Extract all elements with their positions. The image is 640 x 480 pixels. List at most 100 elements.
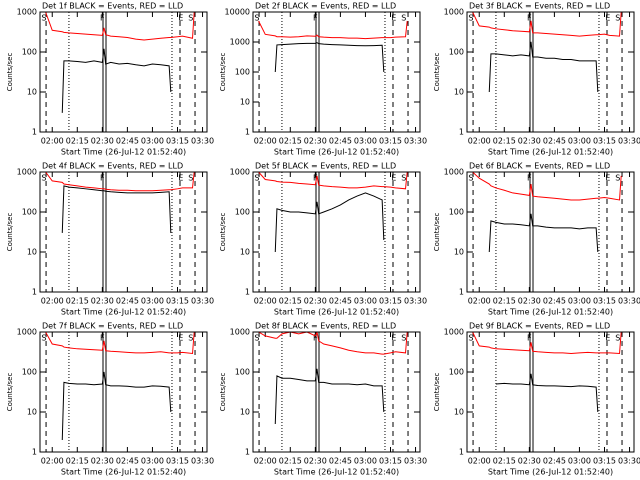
annotation: S [468, 334, 473, 343]
y-tick-label: 1 [32, 448, 37, 457]
x-tick-label: 02:00 [468, 137, 491, 146]
chart-title: Det 1f BLACK = Events, RED = LLD [42, 2, 183, 11]
y-tick-label: 100 [449, 368, 464, 377]
y-tick-label: 10 [454, 88, 464, 97]
x-axis-label: Start Time (26-Jul-12 01:52:40) [274, 308, 399, 317]
x-tick-label: 03:15 [379, 137, 402, 146]
y-tick-label: 1000 [17, 328, 37, 337]
data-line [258, 332, 408, 355]
x-tick-label: 03:30 [618, 457, 640, 466]
x-axis-label: Start Time (26-Jul-12 01:52:40) [274, 148, 399, 157]
x-tick-label: 03:30 [618, 297, 640, 306]
y-tick-label: 100 [22, 368, 37, 377]
plot-frame [39, 171, 208, 293]
chart-title: Det 8f BLACK = Events, RED = LLD [255, 322, 396, 331]
chart-title: Det 7f BLACK = Events, RED = LLD [42, 322, 183, 331]
annotation: F [313, 174, 318, 183]
x-tick-label: 02:45 [543, 297, 566, 306]
annotation: S [254, 334, 259, 343]
data-line [61, 48, 172, 113]
annotation: S [615, 174, 620, 183]
x-tick-label: 03:00 [354, 297, 377, 306]
plot-frame [39, 11, 208, 133]
x-tick-label: 03:15 [166, 297, 189, 306]
annotation: S [41, 174, 46, 183]
y-axis-label: Counts/sec [433, 213, 441, 252]
x-tick-label: 02:00 [41, 457, 64, 466]
plot-frame [466, 11, 635, 133]
y-tick-label: 1 [245, 288, 250, 297]
annotation: S [468, 174, 473, 183]
y-axis-label: Counts/sec [433, 373, 441, 412]
panel: Det 9f BLACK = Events, RED = LLD Start Ti… [433, 322, 640, 477]
x-tick-label: 02:45 [329, 137, 352, 146]
chart-title: Det 4f BLACK = Events, RED = LLD [42, 162, 183, 171]
data-line [472, 332, 622, 355]
data-line [495, 373, 599, 413]
y-tick-label: 10000 [225, 8, 250, 17]
x-tick-label: 02:15 [279, 457, 302, 466]
annotation: F [100, 334, 105, 343]
annotation: F [313, 334, 318, 343]
x-tick-label: 02:45 [116, 297, 139, 306]
y-tick-label: 1 [459, 128, 464, 137]
plot-frame [252, 331, 421, 453]
data-line [61, 185, 172, 233]
y-tick-label: 10 [240, 408, 250, 417]
annotation: S [401, 174, 406, 183]
y-tick-label: 100 [449, 48, 464, 57]
data-line [488, 41, 599, 93]
y-tick-label: 10 [454, 408, 464, 417]
x-axis-label: Start Time (26-Jul-12 01:52:40) [61, 468, 186, 477]
annotation: E [178, 14, 183, 23]
x-tick-label: 02:15 [66, 137, 89, 146]
x-tick-label: 02:45 [543, 137, 566, 146]
plot-frame [252, 171, 421, 293]
annotation: S [188, 14, 193, 23]
annotation: E [178, 334, 183, 343]
x-tick-label: 03:30 [191, 137, 214, 146]
x-tick-label: 02:45 [329, 297, 352, 306]
data-line [472, 12, 622, 37]
x-tick-label: 02:00 [41, 297, 64, 306]
annotation: S [254, 174, 259, 183]
annotation: E [605, 334, 610, 343]
y-tick-label: 10 [454, 248, 464, 257]
y-tick-label: 1000 [230, 168, 250, 177]
y-tick-label: 10 [27, 408, 37, 417]
annotation: E [391, 14, 396, 23]
annotation: S [401, 14, 406, 23]
x-tick-label: 02:30 [91, 297, 114, 306]
y-tick-label: 10 [27, 248, 37, 257]
x-tick-label: 02:45 [329, 457, 352, 466]
annotation: S [188, 174, 193, 183]
x-tick-label: 03:30 [191, 297, 214, 306]
data-line [45, 332, 195, 355]
plot-frame [466, 171, 635, 293]
x-tick-label: 02:15 [493, 137, 516, 146]
y-axis-label: Counts/sec [6, 373, 14, 412]
data-line [472, 172, 622, 201]
y-tick-label: 1000 [444, 8, 464, 17]
y-tick-label: 100 [449, 208, 464, 217]
x-tick-label: 02:30 [518, 297, 541, 306]
y-tick-label: 1000 [230, 38, 250, 47]
x-tick-label: 02:45 [116, 457, 139, 466]
annotation: F [100, 174, 105, 183]
annotation: E [605, 14, 610, 23]
chart-title: Det 9f BLACK = Events, RED = LLD [469, 322, 610, 331]
x-tick-label: 02:00 [254, 297, 277, 306]
data-line [488, 213, 599, 253]
x-tick-label: 02:15 [493, 457, 516, 466]
x-tick-label: 03:15 [593, 297, 616, 306]
y-tick-label: 1 [32, 128, 37, 137]
panel: Det 2f BLACK = Events, RED = LLD Start Ti… [219, 2, 427, 157]
annotation: E [391, 174, 396, 183]
data-line [274, 368, 385, 425]
data-line [45, 12, 195, 41]
x-tick-label: 03:30 [404, 297, 427, 306]
y-axis-label: Counts/sec [6, 53, 14, 92]
x-axis-label: Start Time (26-Jul-12 01:52:40) [488, 308, 613, 317]
annotation: S [41, 334, 46, 343]
y-tick-label: 1 [459, 288, 464, 297]
